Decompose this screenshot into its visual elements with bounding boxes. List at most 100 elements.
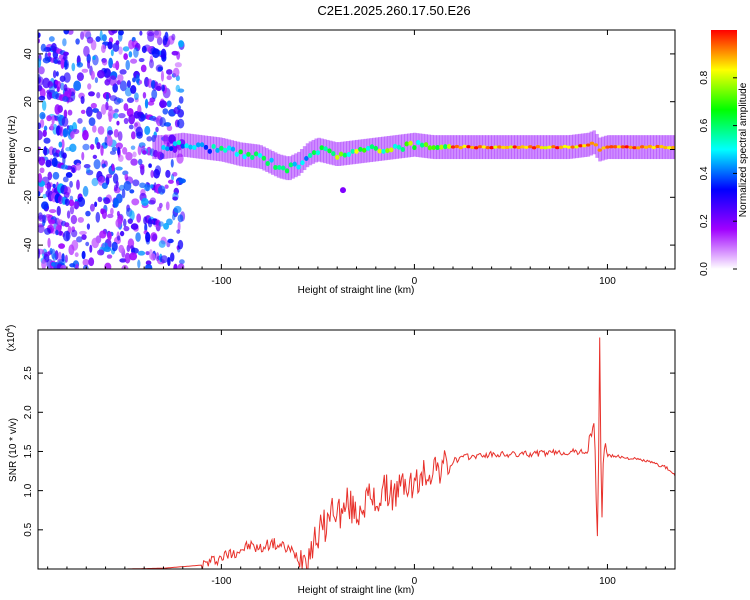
noise-speckle [61, 139, 65, 150]
colorbar: 0.0 0.2 0.4 0.6 0.8 Normalized spectral ampl… [699, 30, 749, 276]
noise-speckle [51, 42, 57, 52]
noise-speckle [123, 117, 129, 125]
ridge-blob [365, 145, 371, 151]
noise-speckle [163, 222, 170, 230]
noise-speckle [140, 114, 147, 121]
noise-speckle [113, 184, 118, 192]
snr-ytick-label: 2.5 [23, 366, 34, 380]
noise-speckle [89, 203, 95, 212]
noise-speckle [145, 260, 152, 266]
snr-multiplier: (x104) [5, 325, 17, 352]
outlier-blob [339, 187, 346, 194]
noise-speckle [73, 80, 82, 92]
ridge-blob [651, 145, 656, 150]
noise-speckle [106, 173, 113, 179]
ridge-blob [261, 155, 267, 161]
noise-speckle [92, 154, 98, 159]
ridge-halo [323, 139, 327, 164]
noise-speckle [146, 30, 155, 37]
noise-speckle [149, 197, 156, 205]
noise-speckle [60, 164, 69, 170]
noise-speckle [80, 109, 86, 114]
noise-speckle [39, 88, 46, 99]
noise-speckle [50, 123, 54, 131]
noise-speckle [110, 207, 114, 215]
ridge-blob [477, 145, 483, 149]
noise-speckle [92, 125, 97, 133]
ridge-blob [520, 145, 525, 149]
noise-speckle [81, 68, 89, 73]
ridge-blob [319, 145, 324, 151]
noise-speckle [79, 230, 87, 235]
noise-speckle [87, 59, 91, 69]
noise-speckle [106, 254, 113, 259]
ridge-blob [555, 146, 560, 150]
noise-speckle [132, 179, 140, 187]
noise-speckle [157, 206, 162, 212]
noise-speckle [89, 244, 93, 253]
ridge-blob [636, 146, 641, 150]
noise-speckle [38, 248, 41, 259]
ridge-blob [504, 145, 510, 150]
ridge-halo [291, 154, 295, 179]
noise-speckle [119, 80, 127, 92]
noise-speckle [63, 30, 70, 35]
ridge-halo [317, 137, 321, 162]
noise-speckle [75, 162, 81, 171]
ridge-blob [408, 140, 413, 146]
noise-speckle [61, 253, 65, 262]
noise-speckle [38, 32, 41, 38]
noise-speckle [175, 84, 181, 93]
noise-speckle [151, 48, 160, 59]
noise-speckle [55, 229, 59, 236]
noise-speckle [129, 189, 135, 194]
noise-speckle [63, 109, 68, 119]
noise-speckle [130, 58, 138, 64]
noise-speckle [38, 95, 46, 101]
ridge-blob [280, 165, 286, 171]
noise-speckle [58, 141, 63, 148]
ridge-blob [172, 141, 178, 147]
noise-speckle [167, 256, 171, 267]
noise-speckle [150, 184, 154, 189]
noise-speckle [81, 151, 85, 161]
noise-speckle [140, 64, 147, 73]
snr-ytick-label: 0.5 [23, 522, 34, 536]
noise-speckle [141, 145, 146, 154]
noise-speckle [148, 163, 152, 168]
ridge-blob [211, 143, 216, 149]
noise-speckle [139, 182, 146, 189]
ridge-blob [508, 145, 514, 149]
noise-speckle [125, 59, 130, 71]
noise-speckle [96, 92, 101, 99]
ridge-halo [175, 133, 179, 158]
spectrogram-y-ticks: -40 -20 0 20 40 [23, 48, 675, 252]
noise-speckle [62, 96, 69, 102]
colorbar-strip [711, 30, 737, 269]
noise-speckle [63, 186, 71, 196]
ridge-halo [320, 138, 324, 163]
ridge-blob [632, 146, 637, 150]
ridge-halo [207, 135, 211, 160]
ridge-halo [230, 140, 234, 165]
noise-speckle [55, 71, 59, 77]
noise-speckle [130, 247, 139, 254]
ridge-blob [396, 144, 402, 150]
snr-ytick-label: 2.0 [23, 405, 34, 419]
ridge-blob [574, 145, 579, 149]
noise-speckle [155, 85, 162, 92]
noise-speckle [129, 252, 138, 261]
ridge-blob [589, 141, 595, 145]
noise-speckle [90, 102, 97, 109]
ridge-blob [342, 152, 348, 158]
noise-speckle [145, 264, 153, 269]
ridge-blob [311, 150, 317, 156]
noise-speckle [177, 118, 185, 129]
noise-speckle [111, 30, 118, 34]
noise-speckle [47, 171, 53, 181]
noise-speckle [92, 55, 96, 61]
noise-speckle [115, 218, 122, 228]
noise-speckle [43, 125, 48, 131]
noise-speckle [166, 100, 172, 108]
noise-speckle [55, 80, 59, 85]
